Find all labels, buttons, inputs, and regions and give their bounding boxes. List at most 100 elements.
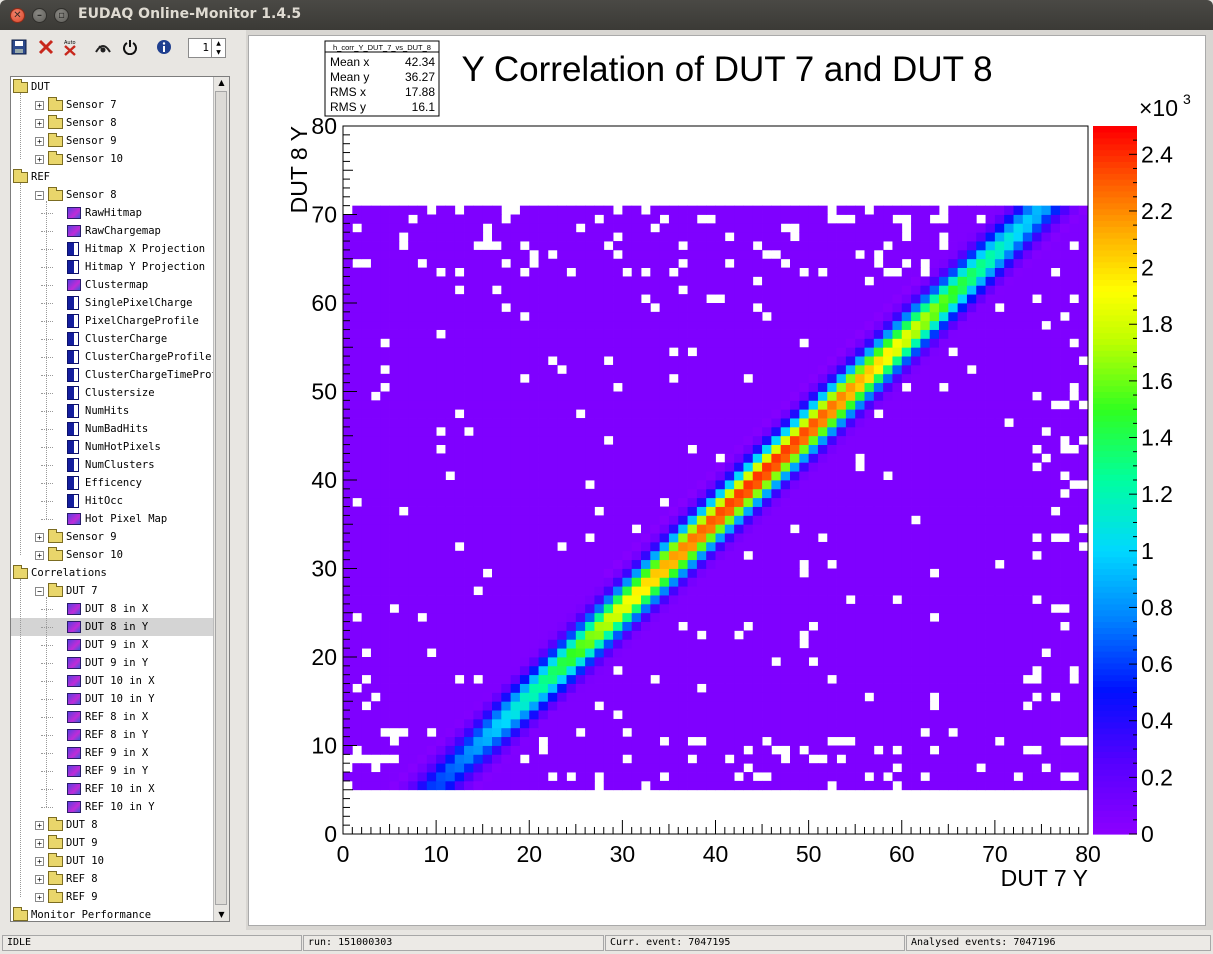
tree-item[interactable]: Hitmap X Projection — [11, 240, 215, 258]
chevron-down-icon[interactable]: ▼ — [216, 49, 221, 56]
tree-item[interactable]: DUT 9 in Y — [11, 654, 215, 672]
snapshot-button[interactable] — [94, 38, 112, 56]
expand-icon[interactable]: + — [35, 137, 44, 146]
expand-icon[interactable]: + — [35, 533, 44, 542]
heatmap-cell — [864, 657, 875, 667]
scroll-down-icon[interactable]: ▼ — [218, 910, 225, 919]
heatmap-cell — [594, 745, 605, 755]
tree-item[interactable]: REF 10 in Y — [11, 798, 215, 816]
tree-item[interactable]: HitOcc — [11, 492, 215, 510]
expand-icon[interactable]: + — [35, 875, 44, 884]
heatmap-cell — [492, 506, 502, 516]
tree-item[interactable]: SinglePixelCharge — [11, 294, 215, 312]
tree-item[interactable]: + Sensor 10 — [11, 546, 215, 564]
tree-item[interactable]: RawChargemap — [11, 222, 215, 240]
heatmap-cell — [659, 550, 670, 561]
expand-icon[interactable]: + — [35, 155, 44, 164]
tree-item[interactable]: DUT 10 in Y — [11, 690, 215, 708]
tree-item[interactable]: − Sensor 8 — [11, 186, 215, 204]
heatmap-cell — [1013, 524, 1024, 534]
tree-item[interactable]: NumBadHits — [11, 420, 215, 438]
expand-icon[interactable]: + — [35, 857, 44, 866]
tree-item[interactable]: ClusterChargeTimeProfile — [11, 366, 229, 384]
tree-item[interactable]: ClusterChargeProfile — [11, 348, 215, 366]
chevron-up-icon[interactable]: ▲ — [216, 40, 221, 47]
tree-item[interactable]: NumHotPixels — [11, 438, 215, 456]
heatmap-cell — [771, 241, 782, 251]
tree-item[interactable]: Hitmap Y Projection — [11, 258, 215, 276]
tree-item[interactable]: REF 10 in X — [11, 780, 215, 798]
collapse-icon[interactable]: − — [35, 587, 44, 596]
heatmap-cell — [1041, 258, 1052, 268]
zoom-arrows[interactable]: ▲ ▼ — [211, 39, 225, 57]
heatmap-cell — [966, 683, 977, 693]
tree-item[interactable]: + Sensor 8 — [11, 114, 215, 132]
heatmap-cell — [631, 497, 642, 507]
tree-item[interactable]: − DUT 7 — [11, 582, 215, 600]
tree-item[interactable]: + Sensor 9 — [11, 528, 215, 546]
tree-item[interactable]: + DUT 10 — [11, 852, 215, 870]
tree-item[interactable]: + Sensor 9 — [11, 132, 215, 150]
zoom-stepper[interactable]: 1 ▲ ▼ — [188, 38, 226, 58]
tree-item[interactable]: PixelChargeProfile — [11, 312, 215, 330]
expand-icon[interactable]: + — [35, 101, 44, 110]
heatmap-cell — [436, 338, 446, 348]
tree-item[interactable]: + REF 8 — [11, 870, 215, 888]
tree-item[interactable]: REF 8 in Y — [11, 726, 215, 744]
expand-icon[interactable]: + — [35, 839, 44, 848]
tree-item[interactable]: Clustersize — [11, 384, 215, 402]
auto-reset-button[interactable]: Auto — [61, 38, 79, 56]
tree-item[interactable]: Monitor Performance — [11, 906, 215, 921]
tree-item[interactable]: REF 9 in X — [11, 744, 215, 762]
tree-item[interactable]: NumHits — [11, 402, 215, 420]
tree-item[interactable]: DUT 10 in X — [11, 672, 215, 690]
tree-item[interactable]: REF 9 in Y — [11, 762, 215, 780]
window-close-button[interactable]: ✕ — [10, 8, 25, 23]
scroll-thumb[interactable] — [215, 91, 227, 905]
tree-item[interactable]: Hot Pixel Map — [11, 510, 215, 528]
tree-item[interactable]: REF — [11, 168, 215, 186]
heatmap-cell — [780, 311, 791, 322]
root-canvas[interactable]: 0 10 20 30 40 50 60 70 80 0 10 20 30 40 50 60 70 80 DUT 7 … — [248, 35, 1206, 926]
heatmap-cell — [678, 453, 688, 463]
tree-item[interactable]: ClusterCharge — [11, 330, 215, 348]
tree-item[interactable]: DUT 8 in X — [11, 600, 215, 618]
expand-icon[interactable]: + — [35, 551, 44, 560]
heatmap-cell — [845, 612, 856, 622]
quit-button[interactable] — [121, 38, 139, 56]
save-button[interactable] — [10, 38, 28, 56]
tree-item[interactable]: Clustermap — [11, 276, 215, 294]
tree-item[interactable]: DUT 8 in Y — [11, 618, 215, 636]
tree-item[interactable]: REF 8 in X — [11, 708, 215, 726]
tree-item[interactable]: + Sensor 10 — [11, 150, 215, 168]
expand-icon[interactable]: + — [35, 821, 44, 830]
heatmap-cell — [547, 497, 558, 507]
tree-item[interactable]: + Sensor 7 — [11, 96, 215, 114]
heatmap-cell — [501, 710, 512, 720]
collapse-icon[interactable]: − — [35, 191, 44, 200]
tree-item[interactable]: Efficency — [11, 474, 215, 492]
scroll-up-icon[interactable]: ▲ — [218, 78, 225, 87]
heatmap-cell — [1004, 692, 1014, 702]
tree-item[interactable]: NumClusters — [11, 456, 215, 474]
tree-item[interactable]: DUT 9 in X — [11, 636, 215, 654]
heatmap-cell — [1013, 232, 1024, 242]
tree-item[interactable]: Correlations — [11, 564, 215, 582]
info-button[interactable] — [155, 38, 173, 56]
window-maximize-button[interactable]: ▫ — [54, 8, 69, 23]
heatmap-cell — [426, 595, 437, 605]
close-histo-button[interactable] — [37, 38, 55, 56]
tree-item[interactable]: RawHitmap — [11, 204, 215, 222]
zoom-value[interactable]: 1 — [202, 41, 209, 54]
tree-scrollbar[interactable]: ▲ ▼ — [213, 77, 229, 921]
tree-item[interactable]: DUT — [11, 78, 215, 96]
window-minimize-button[interactable]: – — [32, 8, 47, 23]
tree-item[interactable]: + REF 9 — [11, 888, 215, 906]
expand-icon[interactable]: + — [35, 893, 44, 902]
tree-item[interactable]: + DUT 8 — [11, 816, 215, 834]
heatmap-cell — [724, 550, 735, 561]
heatmap-cell — [575, 338, 586, 348]
expand-icon[interactable]: + — [35, 119, 44, 128]
tree-item[interactable]: + DUT 9 — [11, 834, 215, 852]
